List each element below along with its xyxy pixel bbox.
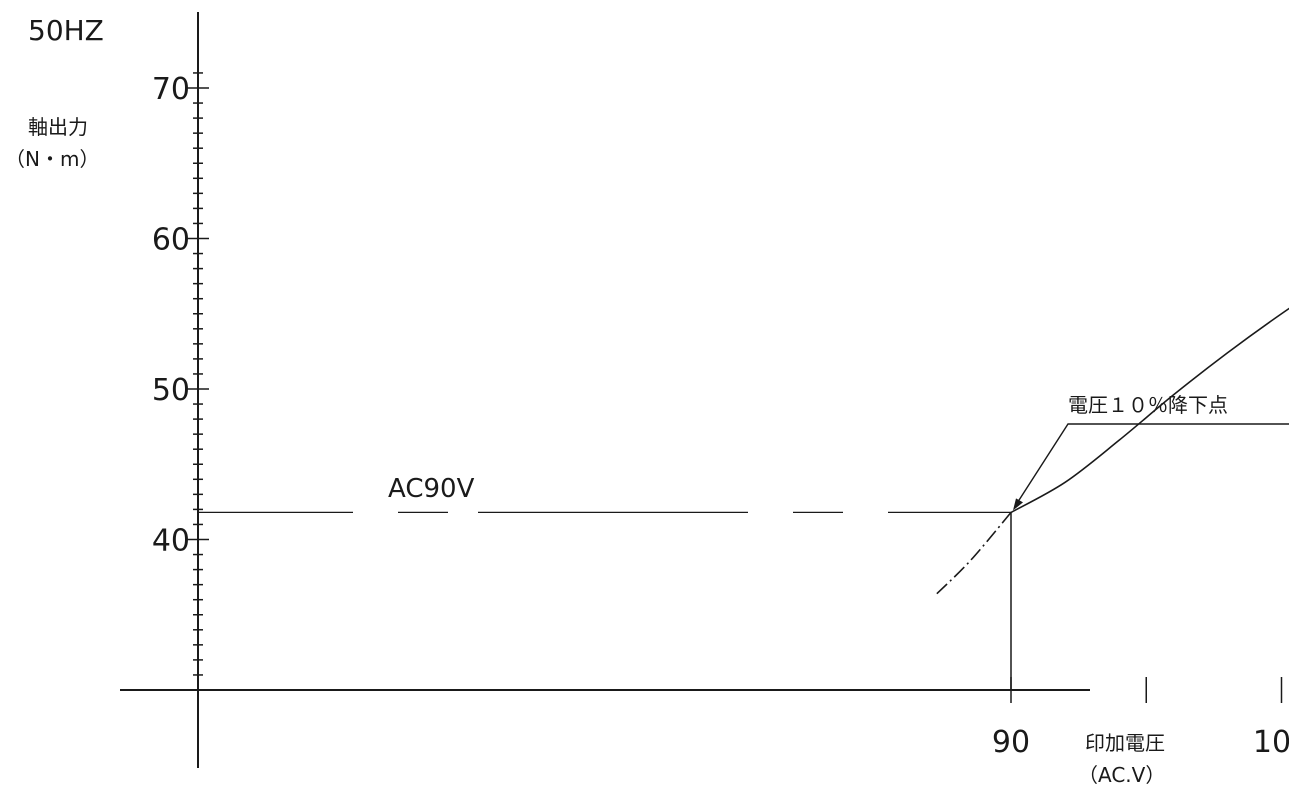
- annotation-label: 電圧１０％降下点: [1068, 393, 1228, 417]
- y-tick-label: 70: [152, 72, 190, 107]
- y-tick-label: 50: [152, 373, 190, 408]
- series-lines: [934, 307, 1289, 596]
- annotation-arrowhead: [1013, 498, 1023, 511]
- reference-lines: [198, 423, 1289, 690]
- x-tick-label: 100: [1253, 725, 1289, 760]
- axes: [120, 12, 1090, 768]
- labels: 50HZ 軸出力 （N・m） 印加電圧 （AC.V） 電圧１０％降下点 AC90…: [5, 14, 1289, 786]
- y-tick-label: 40: [152, 524, 190, 559]
- x-axis-unit: （AC.V）: [1078, 763, 1165, 786]
- reference-line-label: AC90V: [388, 474, 475, 504]
- x-axis-label: 印加電圧: [1085, 731, 1165, 755]
- ticks: [187, 72, 1283, 703]
- y-axis-label: 軸出力: [28, 115, 88, 139]
- torque-curve-extension: [934, 511, 1012, 596]
- torque-curve: [1010, 307, 1289, 514]
- x-tick-label: 90: [992, 725, 1030, 760]
- y-axis-unit: （N・m）: [5, 147, 99, 171]
- frequency-label: 50HZ: [28, 14, 104, 47]
- annotation-leader-line: [1014, 423, 1289, 507]
- y-tick-label: 60: [152, 223, 190, 258]
